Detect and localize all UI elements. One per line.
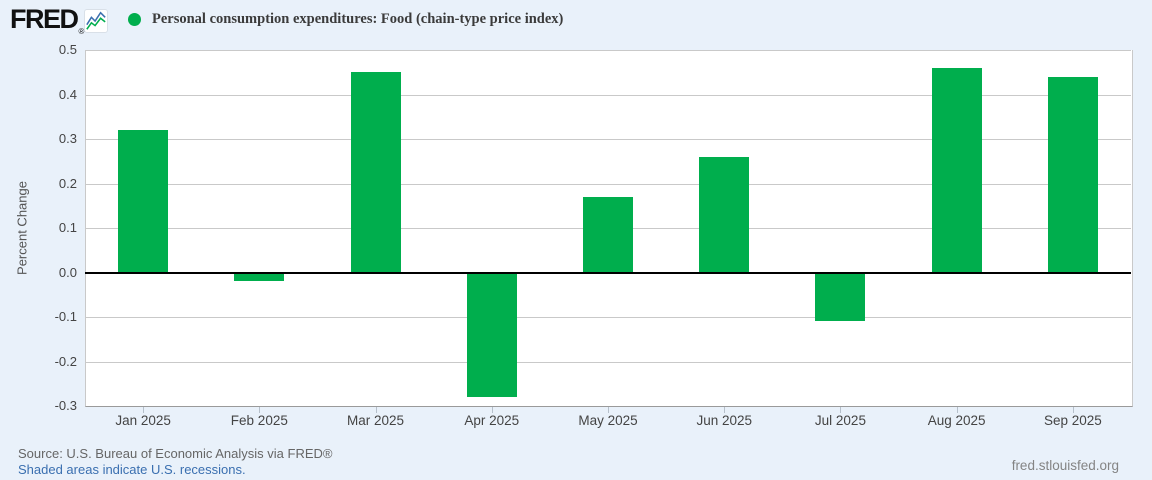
registered-mark: ® (78, 27, 85, 36)
x-tick-label: Sep 2025 (1043, 413, 1102, 428)
recession-note-link[interactable]: Shaded areas indicate U.S. recessions. (18, 462, 246, 477)
x-tick-label: Mar 2025 (347, 413, 405, 428)
x-tick-mark (375, 407, 377, 413)
x-tick-mark (1072, 407, 1074, 413)
x-tick-label: Jun 2025 (696, 413, 752, 428)
bar-jul-2025[interactable] (815, 272, 866, 322)
bar-mar-2025[interactable] (350, 72, 401, 273)
bar-jan-2025[interactable] (118, 130, 169, 273)
gridline (85, 183, 1131, 185)
bar-feb-2025[interactable] (234, 272, 285, 282)
fred-logo-text: FRED (10, 4, 79, 34)
x-tick-label: Jul 2025 (814, 413, 866, 428)
x-tick-label: Aug 2025 (927, 413, 986, 428)
bar-jun-2025[interactable] (699, 156, 750, 273)
gridline (85, 139, 1131, 140)
series-title[interactable]: Personal consumption expenditures: Food … (152, 11, 564, 27)
y-tick-label: 0.4 (58, 86, 77, 102)
y-tick-label: 0.1 (58, 220, 77, 235)
zero-line (85, 271, 1131, 274)
x-tick-label: May 2025 (578, 413, 638, 428)
fred-logo[interactable]: FRED® (10, 4, 85, 40)
x-tick-mark (724, 407, 726, 413)
y-tick-label: 0.5 (58, 42, 77, 57)
gridline (85, 317, 1131, 318)
bar-aug-2025[interactable] (931, 67, 982, 273)
bar-apr-2025[interactable] (466, 272, 517, 398)
x-tick-mark (956, 407, 958, 413)
x-tick-label: Apr 2025 (464, 413, 520, 428)
x-tick-label: Jan 2025 (115, 413, 171, 428)
x-tick-mark (840, 407, 842, 413)
source-note: Source: U.S. Bureau of Economic Analysis… (18, 446, 333, 461)
x-tick-mark (491, 407, 493, 413)
gridline (85, 361, 1131, 363)
gridline (85, 50, 1131, 51)
bar-may-2025[interactable] (583, 196, 633, 273)
y-tick-label: 0.0 (58, 264, 77, 280)
gridline (85, 94, 1131, 96)
y-tick-label: 0.3 (58, 131, 77, 146)
x-tick-mark (259, 407, 261, 413)
fred-site-link[interactable]: fred.stlouisfed.org (1011, 458, 1119, 473)
y-tick-label: 0.2 (58, 175, 77, 191)
y-tick-label: -0.3 (54, 398, 77, 413)
line-chart-icon (84, 9, 108, 33)
bar-sep-2025[interactable] (1047, 76, 1098, 273)
y-tick-label: -0.2 (54, 353, 77, 369)
x-tick-mark (143, 407, 145, 413)
series-legend-dot (128, 13, 141, 26)
x-tick-mark (608, 407, 609, 413)
x-tick-label: Feb 2025 (230, 413, 288, 428)
y-tick-label: -0.1 (54, 309, 77, 324)
